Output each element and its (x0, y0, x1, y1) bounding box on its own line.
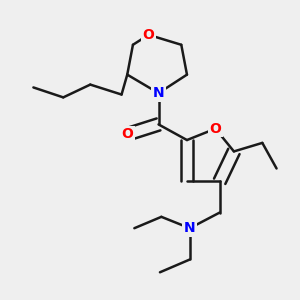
Text: N: N (184, 221, 196, 235)
Text: O: O (142, 28, 154, 42)
Text: N: N (153, 86, 164, 100)
Text: O: O (209, 122, 221, 136)
Text: O: O (121, 128, 133, 141)
